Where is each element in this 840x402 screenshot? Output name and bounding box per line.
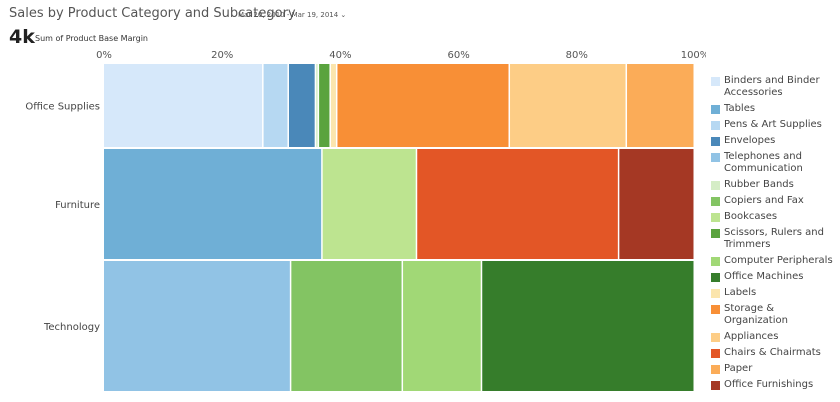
legend-item[interactable]: Computer Peripherals xyxy=(711,255,839,267)
legend-swatch xyxy=(711,289,720,298)
legend-item[interactable]: Envelopes xyxy=(711,135,839,147)
bar-segment[interactable] xyxy=(316,64,318,147)
legend-swatch xyxy=(711,121,720,130)
legend-swatch xyxy=(711,153,720,162)
legend-swatch xyxy=(711,305,720,314)
legend-swatch xyxy=(711,365,720,374)
legend-swatch xyxy=(711,273,720,282)
legend-item[interactable]: Copiers and Fax xyxy=(711,195,839,207)
x-tick-label: 0% xyxy=(96,50,112,61)
legend-label: Paper xyxy=(724,363,753,374)
legend-item[interactable]: Pens & Art Supplies xyxy=(711,119,839,131)
bar-segment[interactable] xyxy=(104,64,263,147)
legend-item[interactable]: Rubber Bands xyxy=(711,179,839,191)
category-label: Office Supplies xyxy=(25,102,100,113)
bar-segment[interactable] xyxy=(104,261,290,391)
bar-segment[interactable] xyxy=(322,149,416,259)
legend-label: Office Machines xyxy=(724,271,804,282)
legend-swatch xyxy=(711,333,720,342)
legend-item[interactable]: Telephones and Communication xyxy=(711,151,839,175)
legend-item[interactable]: Tables xyxy=(711,103,839,115)
legend-item[interactable]: Office Furnishings xyxy=(711,379,839,391)
legend-swatch xyxy=(711,213,720,222)
chevron-down-icon: ⌄ xyxy=(340,11,347,19)
stacked-bar-chart: 0% 20% 40% 60% 80% 100% Office Supplies Furnitu… xyxy=(25,50,706,391)
legend-label: Bookcases xyxy=(724,211,778,222)
chart-title: Sales by Product Category and Subcategor… xyxy=(9,6,296,21)
legend-label: Rubber Bands xyxy=(724,179,794,190)
legend-swatch xyxy=(711,257,720,266)
category-label: Technology xyxy=(43,322,100,333)
bar-segment[interactable] xyxy=(319,64,330,147)
legend-label: Envelopes xyxy=(724,135,776,146)
bar-segment[interactable] xyxy=(263,64,288,147)
legend-label: Copiers and Fax xyxy=(724,195,804,206)
legend-label: Pens & Art Supplies xyxy=(724,119,822,130)
legend-label: Storage & Organization xyxy=(724,303,788,326)
legend-swatch xyxy=(711,229,720,238)
kpi-value: 4k xyxy=(9,26,35,48)
legend-item[interactable]: Office Machines xyxy=(711,271,839,283)
legend-label: Chairs & Chairmats xyxy=(724,347,821,358)
kpi-label: Sum of Product Base Margin xyxy=(35,34,149,43)
legend-item[interactable]: Storage & Organization xyxy=(711,303,839,327)
x-tick-label: 40% xyxy=(329,50,351,61)
bar-segment[interactable] xyxy=(627,64,694,147)
chart-legend: Binders and Binder Accessories Tables Pens… xyxy=(711,75,839,395)
legend-swatch xyxy=(711,197,720,206)
legend-swatch xyxy=(711,381,720,390)
bar-segment[interactable] xyxy=(417,149,618,259)
legend-swatch xyxy=(711,349,720,358)
x-tick-label: 60% xyxy=(447,50,469,61)
legend-label: Office Furnishings xyxy=(724,379,814,390)
legend-label: Binders and Binder Accessories xyxy=(724,75,820,98)
bar-segment[interactable] xyxy=(330,64,336,147)
bar-segment[interactable] xyxy=(104,149,322,259)
legend-item[interactable]: Chairs & Chairmats xyxy=(711,347,839,359)
legend-swatch xyxy=(711,77,720,86)
x-tick-label: 80% xyxy=(566,50,588,61)
legend-item[interactable]: Binders and Binder Accessories xyxy=(711,75,839,99)
bar-segment[interactable] xyxy=(291,261,402,391)
bar-segment[interactable] xyxy=(337,64,509,147)
date-range-label: Mar 20, 2010 - Mar 19, 2014 xyxy=(238,11,339,19)
legend-swatch xyxy=(711,181,720,190)
legend-item[interactable]: Paper xyxy=(711,363,839,375)
x-tick-label: 100% xyxy=(681,50,706,61)
legend-label: Computer Peripherals xyxy=(724,255,833,266)
bar-segment[interactable] xyxy=(288,64,315,147)
legend-swatch xyxy=(711,137,720,146)
legend-item[interactable]: Labels xyxy=(711,287,839,299)
bar-segment[interactable] xyxy=(619,149,694,259)
legend-label: Labels xyxy=(724,287,757,298)
x-tick-label: 20% xyxy=(211,50,233,61)
legend-label: Telephones and Communication xyxy=(724,151,803,174)
category-label: Furniture xyxy=(55,200,100,211)
bar-segment[interactable] xyxy=(510,64,626,147)
legend-label: Scissors, Rulers and Trimmers xyxy=(724,227,824,250)
legend-item[interactable]: Appliances xyxy=(711,331,839,343)
legend-label: Appliances xyxy=(724,331,779,342)
date-range-dropdown[interactable]: Mar 20, 2010 - Mar 19, 2014 ⌄ xyxy=(238,11,346,19)
legend-swatch xyxy=(711,105,720,114)
bar-segment[interactable] xyxy=(403,261,481,391)
legend-item[interactable]: Scissors, Rulers and Trimmers xyxy=(711,227,839,251)
bar-segment[interactable] xyxy=(482,261,694,391)
legend-item[interactable]: Bookcases xyxy=(711,211,839,223)
legend-label: Tables xyxy=(724,103,756,114)
